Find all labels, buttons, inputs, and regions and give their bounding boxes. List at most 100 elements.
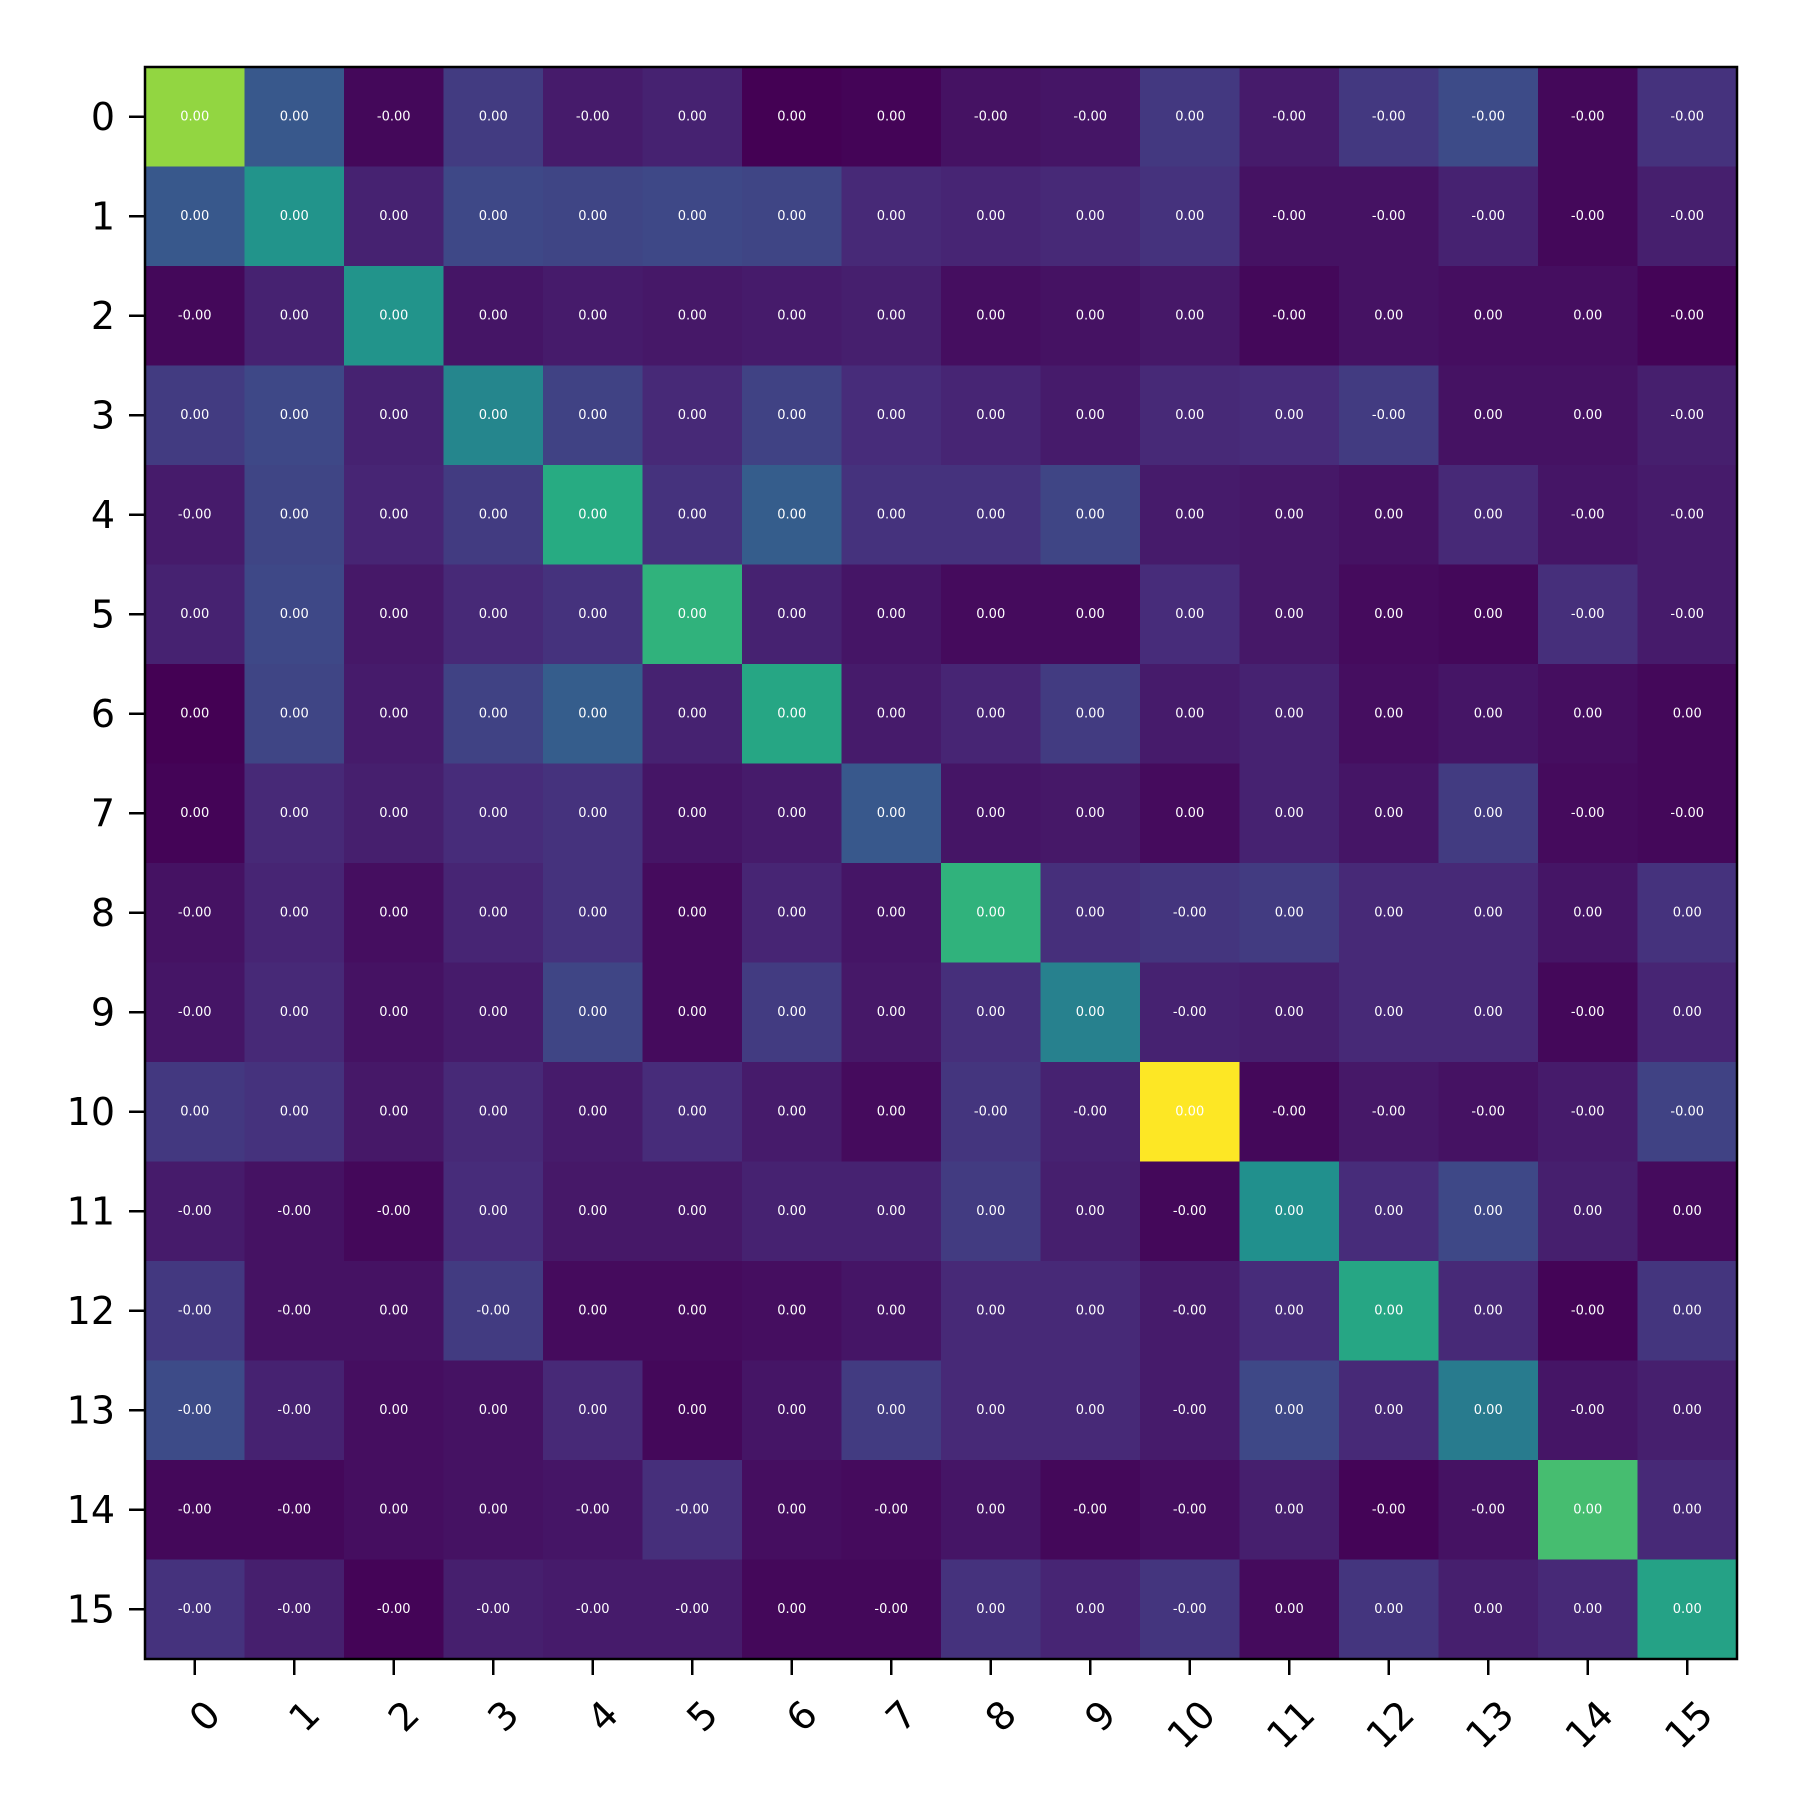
- cell-label-9-0: -0.00: [178, 1005, 212, 1020]
- heatmap-cell-15-9: [1040, 1559, 1141, 1660]
- heatmap-cell-0-15: [1637, 67, 1738, 168]
- heatmap-cell-8-14: [1538, 863, 1639, 964]
- heatmap-cell-11-6: [742, 1161, 843, 1262]
- cell-label-5-9: 0.00: [1076, 607, 1105, 622]
- heatmap-cell-2-3: [443, 266, 544, 367]
- cell-label-9-9: 0.00: [1076, 1005, 1105, 1020]
- heatmap-cell-14-7: [841, 1460, 942, 1561]
- heatmap-cell-15-10: [1140, 1559, 1241, 1660]
- heatmap-cell-9-13: [1438, 962, 1539, 1063]
- heatmap-cell-6-8: [941, 664, 1042, 765]
- heatmap-cell-4-6: [742, 465, 843, 566]
- heatmap-cell-11-8: [941, 1161, 1042, 1262]
- cell-label-14-14: 0.00: [1573, 1502, 1602, 1517]
- heatmap-cell-12-14: [1538, 1261, 1639, 1362]
- y-tick-label-14: 14: [67, 1488, 115, 1532]
- cell-label-1-8: 0.00: [976, 209, 1005, 224]
- y-tick-label-7: 7: [91, 791, 115, 835]
- cell-label-0-14: -0.00: [1571, 109, 1605, 124]
- cell-label-3-6: 0.00: [777, 408, 806, 423]
- heatmap-cell-4-11: [1239, 465, 1340, 566]
- heatmap-cell-8-4: [543, 863, 644, 964]
- cell-label-14-1: -0.00: [277, 1502, 311, 1517]
- cell-label-15-12: 0.00: [1374, 1602, 1403, 1617]
- heatmap-cell-6-15: [1637, 664, 1738, 765]
- heatmap-cell-5-1: [244, 564, 345, 665]
- cell-label-8-5: 0.00: [678, 905, 707, 920]
- cell-label-3-14: 0.00: [1573, 408, 1602, 423]
- cell-label-7-1: 0.00: [280, 806, 309, 821]
- heatmap-cell-5-6: [742, 564, 843, 665]
- heatmap-cell-10-12: [1339, 1062, 1440, 1163]
- heatmap-cell-4-5: [642, 465, 743, 566]
- heatmap-cell-3-5: [642, 365, 743, 466]
- heatmap-cell-13-10: [1140, 1360, 1241, 1461]
- heatmap-cell-4-8: [941, 465, 1042, 566]
- y-tick-label-12: 12: [67, 1289, 115, 1333]
- cell-label-6-6: 0.00: [777, 706, 806, 721]
- cell-label-13-11: 0.00: [1275, 1403, 1304, 1418]
- cell-label-9-12: 0.00: [1374, 1005, 1403, 1020]
- heatmap-cell-15-7: [841, 1559, 942, 1660]
- cell-label-13-9: 0.00: [1076, 1403, 1105, 1418]
- heatmap-cell-9-7: [841, 962, 942, 1063]
- cell-label-4-0: -0.00: [178, 507, 212, 522]
- heatmap-cell-11-2: [344, 1161, 445, 1262]
- cell-label-14-13: -0.00: [1471, 1502, 1505, 1517]
- heatmap-cell-6-1: [244, 664, 345, 765]
- heatmap-cell-9-10: [1140, 962, 1241, 1063]
- heatmap-cells: [145, 67, 1738, 1660]
- heatmap-cell-13-13: [1438, 1360, 1539, 1461]
- cell-label-3-13: 0.00: [1474, 408, 1503, 423]
- cell-label-2-7: 0.00: [877, 308, 906, 323]
- cell-label-13-4: 0.00: [578, 1403, 607, 1418]
- heatmap-cell-9-5: [642, 962, 743, 1063]
- cell-label-8-6: 0.00: [777, 905, 806, 920]
- heatmap-cell-3-14: [1538, 365, 1639, 466]
- cell-label-7-4: 0.00: [578, 806, 607, 821]
- cell-label-14-10: -0.00: [1173, 1502, 1207, 1517]
- cell-label-5-0: 0.00: [180, 607, 209, 622]
- cell-label-6-4: 0.00: [578, 706, 607, 721]
- cell-label-5-8: 0.00: [976, 607, 1005, 622]
- cell-label-1-2: 0.00: [379, 209, 408, 224]
- cell-label-4-2: 0.00: [379, 507, 408, 522]
- cell-label-9-4: 0.00: [578, 1005, 607, 1020]
- cell-label-2-5: 0.00: [678, 308, 707, 323]
- heatmap-cell-2-7: [841, 266, 942, 367]
- heatmap-cell-10-15: [1637, 1062, 1738, 1163]
- cell-label-11-6: 0.00: [777, 1204, 806, 1219]
- cell-label-15-10: -0.00: [1173, 1602, 1207, 1617]
- heatmap-cell-2-12: [1339, 266, 1440, 367]
- heatmap-cell-7-3: [443, 763, 544, 864]
- heatmap-cell-5-9: [1040, 564, 1141, 665]
- heatmap-cell-9-3: [443, 962, 544, 1063]
- heatmap-cell-13-14: [1538, 1360, 1639, 1461]
- cell-label-6-0: 0.00: [180, 706, 209, 721]
- cell-label-10-11: -0.00: [1272, 1104, 1306, 1119]
- cell-label-9-6: 0.00: [777, 1005, 806, 1020]
- cell-label-7-6: 0.00: [777, 806, 806, 821]
- heatmap-cell-11-9: [1040, 1161, 1141, 1262]
- heatmap-cell-12-1: [244, 1261, 345, 1362]
- cell-label-1-15: -0.00: [1670, 209, 1704, 224]
- cell-label-11-9: 0.00: [1076, 1204, 1105, 1219]
- cell-label-3-8: 0.00: [976, 408, 1005, 423]
- cell-label-7-13: 0.00: [1474, 806, 1503, 821]
- cell-label-10-1: 0.00: [280, 1104, 309, 1119]
- cell-label-0-8: -0.00: [974, 109, 1008, 124]
- cell-label-14-5: -0.00: [675, 1502, 709, 1517]
- heatmap-cell-2-11: [1239, 266, 1340, 367]
- cell-label-15-0: -0.00: [178, 1602, 212, 1617]
- heatmap-cell-4-2: [344, 465, 445, 566]
- heatmap-cell-1-1: [244, 166, 345, 267]
- heatmap-cell-13-11: [1239, 1360, 1340, 1461]
- heatmap-cell-8-6: [742, 863, 843, 964]
- heatmap-cell-0-11: [1239, 67, 1340, 168]
- heatmap-cell-14-9: [1040, 1460, 1141, 1561]
- heatmap-cell-6-9: [1040, 664, 1141, 765]
- heatmap-cell-3-2: [344, 365, 445, 466]
- heatmap-cell-12-9: [1040, 1261, 1141, 1362]
- cell-label-6-8: 0.00: [976, 706, 1005, 721]
